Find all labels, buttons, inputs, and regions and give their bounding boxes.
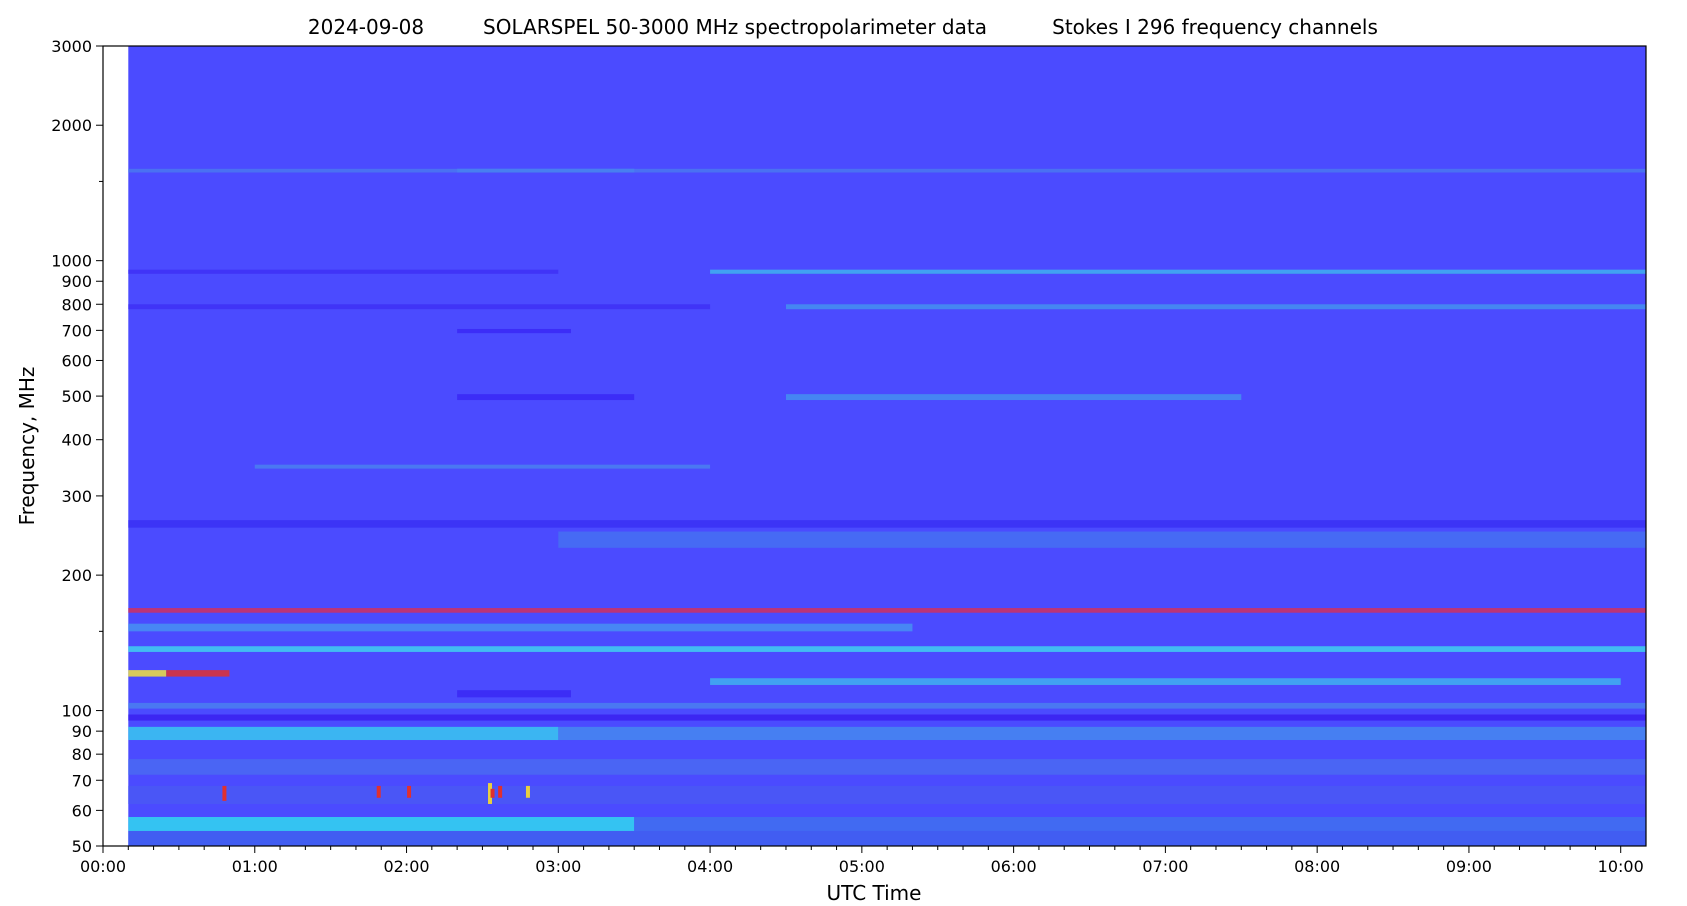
emission-band bbox=[128, 304, 711, 310]
x-tick-label: 03:00 bbox=[535, 857, 581, 876]
y-tick-label: 400 bbox=[61, 431, 92, 450]
x-tick-label: 05:00 bbox=[839, 857, 885, 876]
y-tick-label: 100 bbox=[61, 702, 92, 721]
x-axis: 00:00 01:00 02:00 03:00 04:00 05:00 06:00 07:00… bbox=[80, 846, 1644, 876]
y-tick-label: 500 bbox=[61, 387, 92, 406]
burst-hotspot bbox=[407, 785, 412, 798]
emission-band bbox=[166, 670, 230, 677]
emission-band bbox=[128, 520, 1647, 528]
burst-hotspots bbox=[222, 783, 530, 804]
emission-band bbox=[558, 531, 1646, 548]
emission-band bbox=[128, 726, 559, 741]
emission-band bbox=[128, 714, 1647, 721]
emission-band bbox=[128, 817, 635, 831]
emission-band bbox=[128, 646, 1647, 652]
x-tick-label: 06:00 bbox=[991, 857, 1037, 876]
burst-hotspot bbox=[376, 785, 381, 798]
emission-band bbox=[128, 785, 1647, 804]
emission-band bbox=[710, 678, 1621, 685]
x-tick-label: 02:00 bbox=[383, 857, 429, 876]
x-tick-label: 01:00 bbox=[232, 857, 278, 876]
y-tick-label: 3000 bbox=[51, 37, 92, 56]
y-tick-label: 1000 bbox=[51, 252, 92, 271]
title-instrument: SOLARSPEL 50-3000 MHz spectropolarimeter… bbox=[483, 15, 987, 39]
y-tick-label: 90 bbox=[72, 722, 92, 741]
burst-hotspot bbox=[525, 785, 530, 798]
plot-frame bbox=[102, 45, 1647, 847]
burst-hotspot bbox=[490, 788, 495, 798]
burst-hotspot bbox=[498, 785, 503, 798]
emission-band bbox=[128, 623, 913, 632]
y-tick-label: 80 bbox=[72, 745, 92, 764]
emission-band bbox=[128, 830, 1647, 846]
x-axis-title: UTC Time bbox=[827, 881, 922, 905]
emission-band bbox=[634, 817, 1646, 831]
y-tick-label: 50 bbox=[72, 837, 92, 856]
emission-band bbox=[254, 464, 711, 469]
x-tick-label: 00:00 bbox=[80, 857, 126, 876]
emission-bands bbox=[128, 168, 1647, 846]
y-tick-label: 700 bbox=[61, 321, 92, 340]
emission-band bbox=[128, 670, 167, 677]
y-tick-label: 300 bbox=[61, 487, 92, 506]
y-tick-label: 800 bbox=[61, 295, 92, 314]
emission-band bbox=[710, 269, 1646, 274]
y-tick-label: 2000 bbox=[51, 116, 92, 135]
x-tick-label: 08:00 bbox=[1294, 857, 1340, 876]
title-date: 2024-09-08 bbox=[308, 15, 424, 39]
emission-band bbox=[558, 726, 1646, 741]
x-tick-label: 04:00 bbox=[687, 857, 733, 876]
emission-band bbox=[128, 168, 1647, 173]
emission-band bbox=[785, 394, 1242, 401]
y-tick-label: 900 bbox=[61, 272, 92, 291]
x-tick-label: 10:00 bbox=[1598, 857, 1644, 876]
burst-hotspot bbox=[488, 783, 493, 804]
chart-title: 2024-09-08 SOLARSPEL 50-3000 MHz spectro… bbox=[308, 15, 1378, 39]
emission-band bbox=[128, 269, 559, 274]
emission-band bbox=[457, 328, 571, 334]
emission-band bbox=[457, 690, 571, 698]
y-tick-label: 60 bbox=[72, 801, 92, 820]
y-tick-label: 70 bbox=[72, 771, 92, 790]
x-tick-label: 09:00 bbox=[1446, 857, 1492, 876]
plot-area bbox=[102, 45, 1647, 847]
y-axis-title: Frequency, MHz bbox=[15, 367, 39, 526]
emission-band bbox=[128, 702, 1647, 709]
spectrogram-image bbox=[128, 46, 1647, 846]
emission-band bbox=[128, 759, 1647, 775]
title-stokes: Stokes I 296 frequency channels bbox=[1052, 15, 1378, 39]
emission-band bbox=[785, 304, 1646, 310]
emission-band bbox=[457, 394, 635, 401]
x-tick-label: 07:00 bbox=[1142, 857, 1188, 876]
y-tick-label: 200 bbox=[61, 566, 92, 585]
y-tick-label: 600 bbox=[61, 351, 92, 370]
burst-hotspot bbox=[222, 785, 227, 801]
emission-band bbox=[128, 608, 1647, 613]
